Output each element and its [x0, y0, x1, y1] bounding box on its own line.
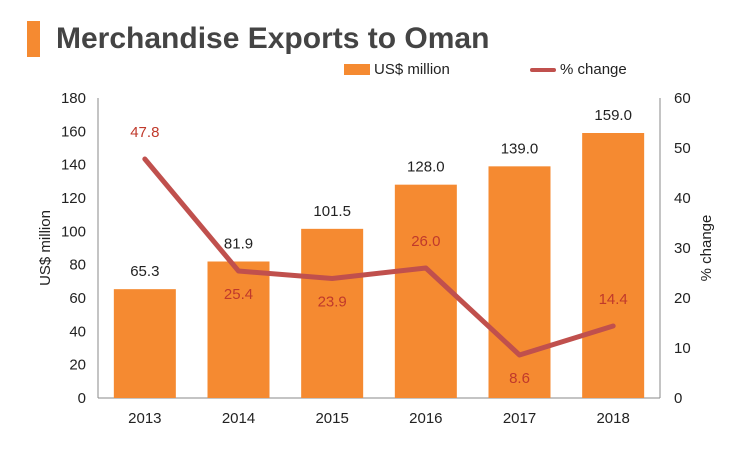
y-tick-label-right: 50	[674, 140, 691, 157]
bar-value-label: 101.5	[313, 203, 351, 220]
y-axis-title-right: % change	[698, 215, 715, 282]
line-value-label: 25.4	[224, 286, 253, 303]
bar-value-label: 81.9	[224, 236, 253, 253]
x-tick-label: 2013	[128, 410, 161, 427]
plot-area: 0 20 40 60 80 100 120 140 160 180 0 10 20 30 40 50 60 US$…	[37, 90, 715, 427]
chart-title: Merchandise Exports to Oman	[56, 22, 490, 55]
line-value-label: 26.0	[411, 233, 440, 250]
legend-swatch-bars	[344, 64, 370, 75]
y-tick-label-right: 40	[674, 190, 691, 207]
y-tick-label-left: 140	[61, 157, 86, 174]
legend-label-line: % change	[560, 61, 627, 78]
x-tick-label: 2018	[596, 410, 629, 427]
title-accent-bar	[27, 21, 40, 57]
line-value-label: 23.9	[318, 294, 347, 311]
bar	[488, 166, 551, 398]
y-tick-label-left: 100	[61, 223, 86, 240]
bar	[394, 184, 457, 398]
y-tick-label-left: 180	[61, 90, 86, 107]
bar-value-label: 128.0	[407, 159, 445, 176]
y-tick-label-right: 0	[674, 390, 682, 407]
y-tick-label-left: 40	[69, 323, 86, 340]
x-tick-label: 2017	[503, 410, 536, 427]
y-tick-label-left: 60	[69, 290, 86, 307]
y-tick-label-left: 160	[61, 123, 86, 140]
bar	[301, 228, 364, 398]
x-tick-label: 2015	[315, 410, 348, 427]
bar	[582, 133, 645, 398]
bar-value-label: 139.0	[501, 140, 539, 157]
legend-item-line: % change	[530, 61, 627, 78]
line-value-label: 14.4	[599, 291, 628, 308]
x-tick-label: 2016	[409, 410, 442, 427]
legend-label-bars: US$ million	[374, 61, 450, 78]
x-tick-label: 2014	[222, 410, 255, 427]
y-tick-label-left: 80	[69, 257, 86, 274]
bar-value-label: 65.3	[130, 263, 159, 280]
line-value-label: 47.8	[130, 124, 159, 141]
bar-value-label: 159.0	[594, 107, 632, 124]
y-tick-label-right: 20	[674, 290, 691, 307]
legend-item-bars: US$ million	[344, 61, 450, 78]
line-value-label: 8.6	[509, 370, 530, 387]
y-tick-label-left: 0	[78, 390, 86, 407]
bar	[207, 261, 270, 398]
y-tick-label-right: 60	[674, 90, 691, 107]
y-tick-label-left: 20	[69, 357, 86, 374]
y-tick-label-right: 10	[674, 340, 691, 357]
legend-swatch-line	[530, 67, 556, 72]
bar	[113, 289, 176, 398]
y-axis-title-left: US$ million	[37, 210, 54, 286]
line-series-percent-change	[142, 156, 616, 358]
y-tick-label-left: 120	[61, 190, 86, 207]
y-tick-label-right: 30	[674, 240, 691, 257]
